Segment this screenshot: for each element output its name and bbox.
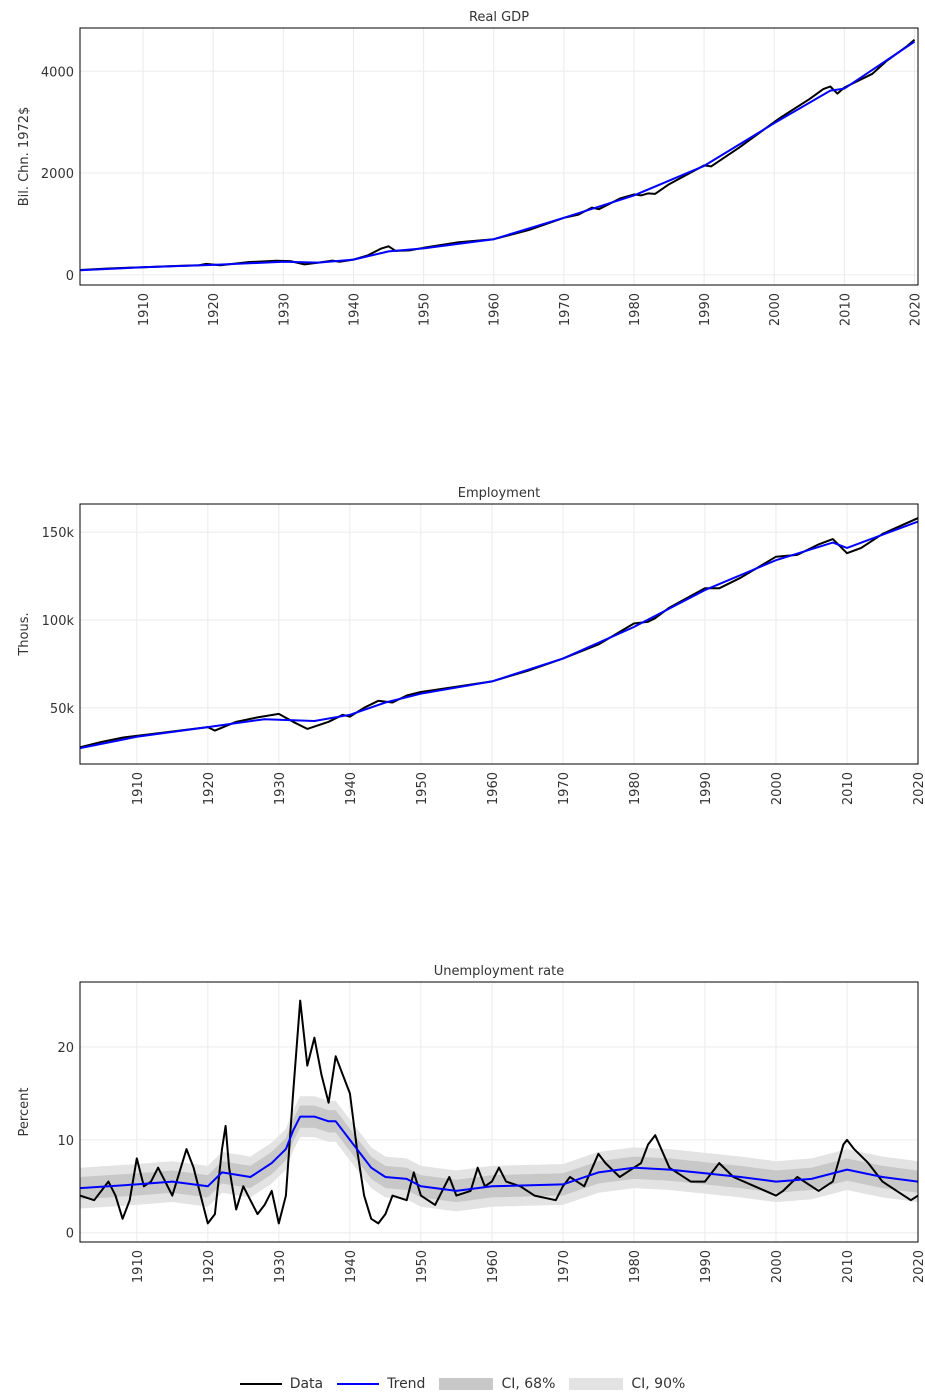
x-tick-label: 1920 [202,1250,217,1283]
x-tick-label: 1960 [486,772,501,805]
legend-item-ci90[interactable]: CI, 90% [569,1376,685,1392]
legend-item-data[interactable]: Data [239,1376,324,1392]
x-tick-label: 1990 [699,772,714,805]
x-tick-label: 2020 [912,1250,925,1283]
x-tick-label: 2000 [770,772,785,805]
y-tick-label: 0 [66,1227,74,1242]
x-tick-label: 1980 [628,293,643,326]
y-tick-label: 150k [42,526,75,541]
series-line-trend [80,1115,918,1192]
legend-swatch-ci90 [569,1378,624,1390]
x-tick-label: 2010 [838,293,853,326]
x-tick-label: 1910 [131,772,146,805]
panel-title: Employment [458,486,540,501]
gridlines [80,982,919,1242]
x-tick-label: 1970 [557,772,572,805]
plot-area [80,517,918,750]
x-tick-label: 1920 [207,293,222,326]
y-tick-label: 10 [57,1134,74,1149]
x-tick-label: 1990 [698,293,713,326]
legend-label: CI, 90% [631,1376,686,1392]
x-tick-label: 1980 [628,1250,643,1283]
ci-band-68 [80,1105,918,1203]
x-tick-label: 1940 [344,1250,359,1283]
x-tick-label: 2010 [841,1250,856,1283]
x-tick-label: 1910 [137,293,152,326]
y-tick-label: 4000 [41,65,74,80]
series-line-data [80,517,918,749]
x-tick-label: 1970 [558,293,573,326]
legend-swatch-ci68 [439,1378,494,1390]
plot-frame [79,27,919,286]
x-tick-label: 1940 [344,772,359,805]
x-tick-label: 1960 [488,293,503,326]
series-line-data [80,38,916,271]
x-tick-label: 1930 [273,772,288,805]
plot-area [80,38,916,272]
plot-area [80,999,918,1225]
x-tick-label: 1950 [418,293,433,326]
series-line-data [80,999,918,1225]
legend-item-trend[interactable]: Trend [337,1376,425,1392]
panel-employment: Employment Thous. 50k 100k 150k 1910 1920 193… [17,486,925,805]
gridlines [80,28,918,285]
x-tick-label: 1930 [273,1250,288,1283]
x-tick-label: 1950 [415,772,430,805]
x-tick-label: 1910 [131,1250,146,1283]
legend-swatch-data [239,1383,282,1385]
panel-title: Unemployment rate [434,964,564,979]
panel-title: Real GDP [469,10,529,25]
plot-frame [79,981,919,1243]
gridlines [80,504,919,764]
y-axis-label: Bil. Chn. 1972$ [17,107,32,207]
legend-swatch-trend [337,1383,380,1385]
x-tick-label: 1920 [202,772,217,805]
x-tick-label: 1990 [699,1250,714,1283]
legend-item-ci68[interactable]: CI, 68% [439,1376,555,1392]
legend-label: Data [289,1376,324,1392]
legend: Data Trend CI, 68% CI, 90% [0,1372,925,1396]
x-tick-label: 2010 [841,772,856,805]
panel-real-gdp: Real GDP Bil. Chn. 1972$ 0 2000 4000 1910 19… [17,10,923,326]
x-tick-label: 1970 [557,1250,572,1283]
x-tick-label: 1960 [486,1250,501,1283]
legend-label: Trend [387,1376,426,1392]
plot-frame [79,503,919,765]
x-tick-label: 1980 [628,772,643,805]
x-tick-label: 1950 [415,1250,430,1283]
x-tick-label: 1940 [347,293,362,326]
y-tick-label: 20 [57,1041,74,1056]
x-tick-label: 2020 [908,293,923,326]
y-tick-label: 50k [50,702,75,717]
series-line-trend [80,520,918,750]
x-tick-label: 2000 [768,293,783,326]
x-tick-label: 2020 [912,772,925,805]
y-tick-label: 0 [66,269,74,284]
y-tick-label: 100k [42,614,75,629]
y-tick-label: 2000 [41,167,74,182]
series-line-trend [80,40,916,272]
x-tick-label: 2000 [770,1250,785,1283]
y-axis-label: Thous. [17,612,32,656]
legend-label: CI, 68% [501,1376,556,1392]
panel-unemployment-rate: Unemployment rate Percent 0 10 20 1910 1920 1… [17,964,925,1283]
y-axis-label: Percent [17,1088,32,1137]
x-tick-label: 1930 [277,293,292,326]
